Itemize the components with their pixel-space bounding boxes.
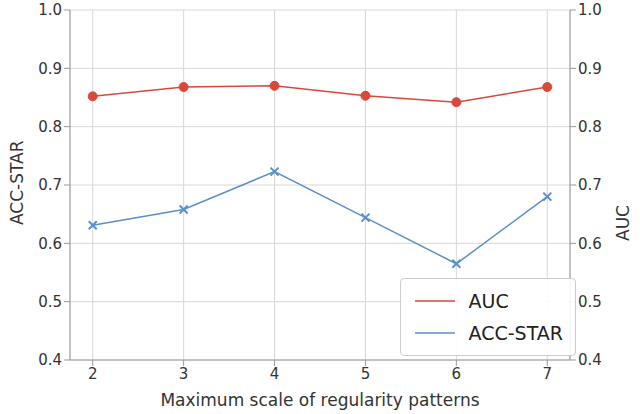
svg-text:7: 7 — [542, 365, 552, 383]
svg-text:0.9: 0.9 — [578, 60, 602, 78]
svg-text:6: 6 — [452, 365, 462, 383]
svg-text:1.0: 1.0 — [578, 1, 602, 19]
svg-text:0.6: 0.6 — [38, 235, 62, 253]
svg-text:1.0: 1.0 — [38, 1, 62, 19]
svg-text:0.9: 0.9 — [38, 60, 62, 78]
svg-text:0.7: 0.7 — [38, 176, 62, 194]
svg-text:0.8: 0.8 — [38, 118, 62, 136]
svg-text:AUC: AUC — [613, 205, 632, 241]
svg-text:5: 5 — [361, 365, 371, 383]
svg-text:Maximum scale of regularity pa: Maximum scale of regularity patterns — [160, 390, 479, 410]
svg-text:ACC-STAR: ACC-STAR — [8, 140, 27, 225]
svg-text:0.4: 0.4 — [38, 351, 62, 369]
svg-text:4: 4 — [270, 365, 280, 383]
svg-text:0.5: 0.5 — [38, 293, 62, 311]
svg-text:0.4: 0.4 — [578, 351, 602, 369]
svg-text:0.5: 0.5 — [578, 293, 602, 311]
svg-text:0.7: 0.7 — [578, 176, 602, 194]
svg-text:0.6: 0.6 — [578, 235, 602, 253]
html-text:AUC: AUC — [468, 290, 509, 312]
svg-text:3: 3 — [179, 365, 189, 383]
svg-text:2: 2 — [88, 365, 98, 383]
svg-text:0.8: 0.8 — [578, 118, 602, 136]
html-text:ACC-STAR: ACC-STAR — [468, 322, 563, 344]
